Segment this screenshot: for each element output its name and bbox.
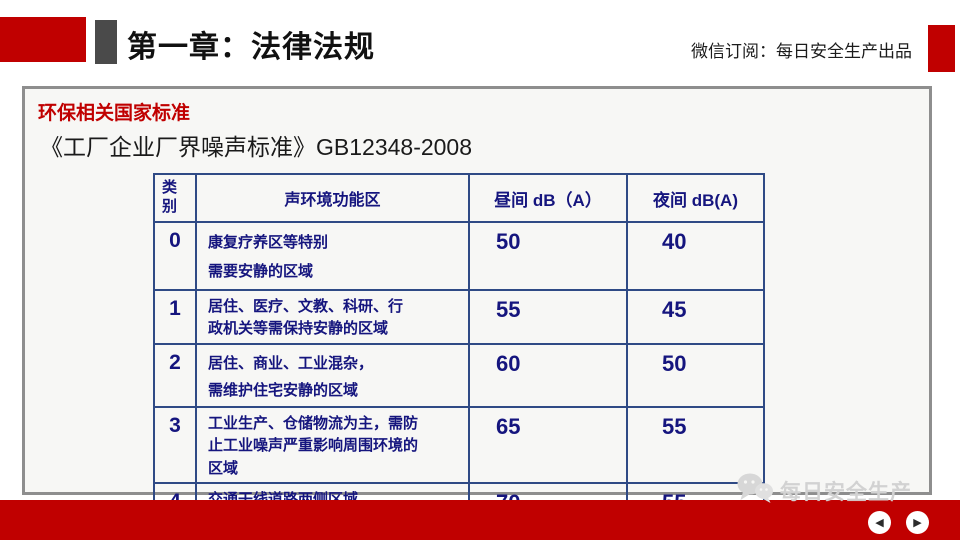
zone-cell: 康复疗养区等特别 需要安静的区域 (195, 221, 470, 291)
section-title: 环保相关国家标准 (38, 103, 191, 124)
top-right-red-block (928, 25, 955, 72)
slide-nav: ◀ ▶ (868, 511, 929, 534)
header-night-db: 夜间 dB(A) (626, 173, 765, 223)
category-cell: 2 (153, 342, 197, 408)
header-category: 类 别 (153, 173, 197, 223)
zone-cell: 居住、商业、工业混杂， 需维护住宅安静的区域 (195, 342, 470, 408)
zone-cell: 居住、医疗、文教、科研、行 政机关等需保持安静的区域 (195, 288, 470, 345)
wechat-subscription-label: 微信订阅：每日安全生产出品 (691, 42, 912, 61)
header-day-db: 昼间 dB（A） (468, 173, 628, 223)
table-row: 0 康复疗养区等特别 需要安静的区域 50 40 (153, 221, 765, 291)
night-cell: 55 (626, 405, 765, 484)
page-title: 第一章：法律法规 (127, 31, 375, 64)
next-button[interactable]: ▶ (906, 511, 929, 534)
category-cell: 1 (153, 288, 197, 345)
arrow-left-icon: ◀ (875, 517, 884, 529)
noise-standard-table: 类 别 声环境功能区 昼间 dB（A） 夜间 dB(A) 0 康复疗养区等特别 … (153, 173, 765, 519)
night-cell: 50 (626, 342, 765, 408)
day-cell: 50 (468, 221, 628, 291)
watermark: 每日安全生产 (736, 472, 912, 510)
table-row: 3 工业生产、仓储物流为主，需防 止工业噪声严重影响周围环境的 区域 65 55 (153, 405, 765, 484)
bottom-red-bar (0, 500, 960, 540)
table-row: 2 居住、商业、工业混杂， 需维护住宅安静的区域 60 50 (153, 342, 765, 408)
watermark-label: 每日安全生产 (780, 481, 912, 504)
category-cell: 0 (153, 221, 197, 291)
night-cell: 40 (626, 221, 765, 291)
day-cell: 55 (468, 288, 628, 345)
prev-button[interactable]: ◀ (868, 511, 891, 534)
day-cell: 65 (468, 405, 628, 484)
night-cell: 45 (626, 288, 765, 345)
chapter-marker-square (95, 20, 117, 64)
category-cell: 3 (153, 405, 197, 484)
arrow-right-icon: ▶ (913, 517, 922, 529)
standard-title: 《工厂企业厂界噪声标准》GB12348-2008 (40, 134, 473, 160)
table-row: 1 居住、医疗、文教、科研、行 政机关等需保持安静的区域 55 45 (153, 288, 765, 345)
zone-cell: 工业生产、仓储物流为主，需防 止工业噪声严重影响周围环境的 区域 (195, 405, 470, 484)
wechat-icon (736, 472, 774, 510)
header-zone: 声环境功能区 (195, 173, 470, 223)
table-header-row: 类 别 声环境功能区 昼间 dB（A） 夜间 dB(A) (153, 173, 765, 223)
day-cell: 60 (468, 342, 628, 408)
content-panel: 环保相关国家标准 《工厂企业厂界噪声标准》GB12348-2008 类 别 声环… (22, 86, 932, 519)
red-accent-block (0, 17, 86, 62)
